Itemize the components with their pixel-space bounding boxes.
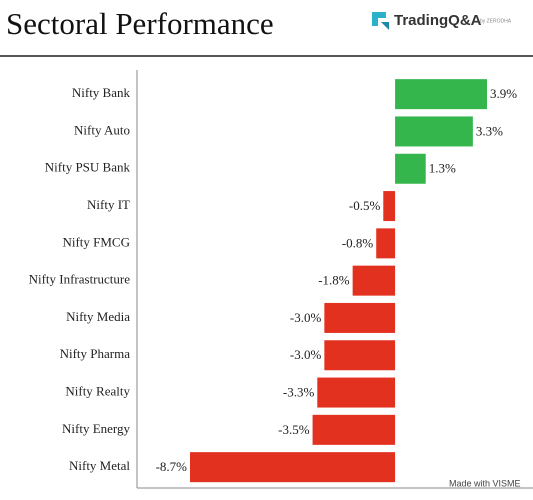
- bar: [324, 302, 396, 333]
- category-label: Nifty PSU Bank: [45, 160, 131, 175]
- category-label: Nifty Energy: [62, 421, 130, 436]
- chart-title: Sectoral Performance: [6, 6, 274, 41]
- category-label: Nifty Metal: [69, 458, 130, 473]
- category-label: Nifty Bank: [72, 85, 131, 100]
- value-label: -0.5%: [349, 198, 381, 213]
- value-label: -3.3%: [283, 385, 315, 400]
- logo-sub: by ZERODHA: [480, 18, 512, 24]
- bar: [383, 191, 396, 222]
- logo: TradingQ&A: [394, 12, 482, 29]
- value-label: -0.8%: [342, 235, 374, 250]
- category-label: Nifty Media: [66, 309, 130, 324]
- category-label: Nifty Auto: [74, 122, 130, 137]
- value-label: 3.3%: [476, 123, 503, 138]
- category-label: Nifty FMCG: [62, 234, 130, 249]
- value-label: -8.7%: [156, 459, 188, 474]
- bar: [317, 377, 396, 408]
- bar: [324, 340, 396, 371]
- value-label: -3.0%: [290, 310, 322, 325]
- bar: [395, 116, 473, 147]
- category-label: Nifty Pharma: [60, 346, 131, 361]
- bar: [376, 228, 396, 259]
- bar: [395, 153, 426, 184]
- logo-icon: [372, 12, 389, 30]
- bar: [395, 79, 487, 110]
- bar: [190, 452, 396, 483]
- category-label: Nifty Realty: [65, 384, 130, 399]
- category-label: Nifty Infrastructure: [29, 272, 131, 287]
- value-label: 3.9%: [490, 86, 517, 101]
- value-label: -3.5%: [278, 422, 310, 437]
- category-label: Nifty IT: [87, 197, 130, 212]
- source: Made with VISME: [449, 478, 521, 488]
- bar: [312, 414, 396, 445]
- value-label: -1.8%: [318, 273, 350, 288]
- bar: [352, 265, 396, 296]
- value-label: -3.0%: [290, 347, 322, 362]
- value-label: 1.3%: [429, 161, 456, 176]
